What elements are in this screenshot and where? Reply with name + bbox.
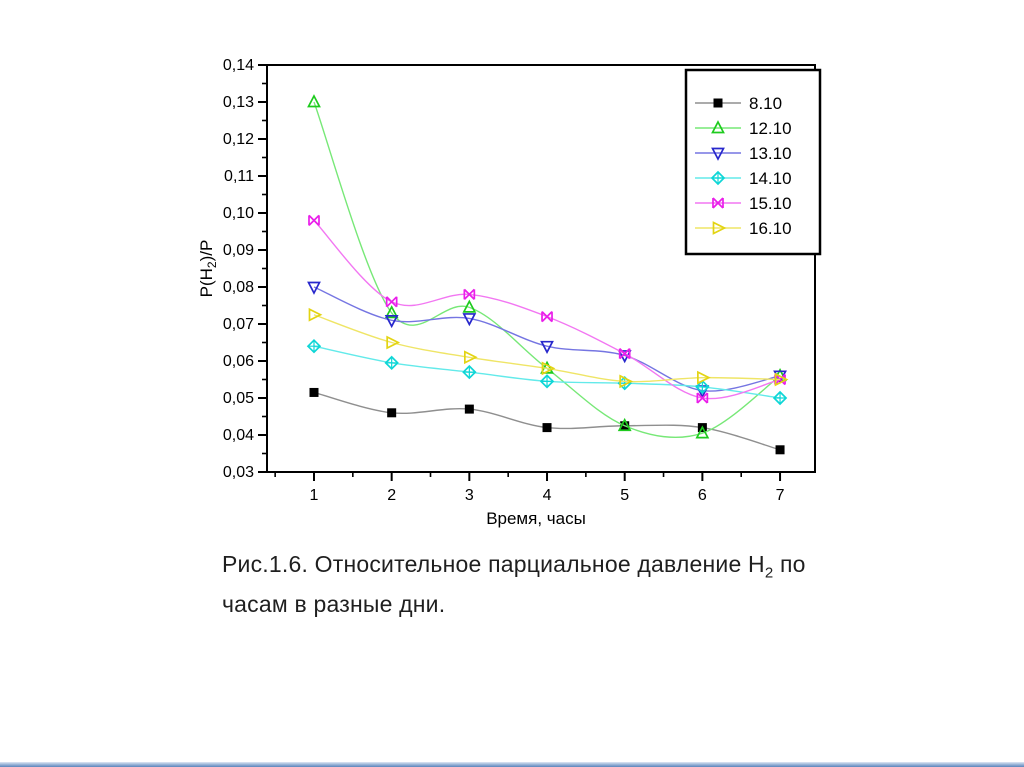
marker-diamond-cross xyxy=(541,375,554,388)
legend-label: 16.10 xyxy=(749,219,792,238)
series-14.10 xyxy=(306,338,788,406)
marker-diamond-cross xyxy=(696,380,709,393)
x-tick-label: 2 xyxy=(387,487,396,504)
marker-triangle-up xyxy=(711,120,725,134)
y-tick-label: 0,10 xyxy=(223,205,254,222)
legend-entry-16.10: 16.10 xyxy=(695,219,792,238)
marker-square xyxy=(542,423,552,433)
legend-label: 13.10 xyxy=(749,144,792,163)
marker-triangle-right xyxy=(619,374,634,389)
marker-square xyxy=(309,387,319,397)
marker-bowtie xyxy=(541,310,553,323)
legend-label: 14.10 xyxy=(749,169,792,188)
marker-bowtie xyxy=(618,347,631,360)
marker-triangle-right xyxy=(712,221,727,235)
marker-triangle-right xyxy=(386,335,401,350)
y-tick-label: 0,11 xyxy=(224,168,254,185)
marker-diamond-cross xyxy=(712,172,724,184)
legend-entry-15.10: 15.10 xyxy=(695,194,792,213)
y-tick-label: 0,14 xyxy=(223,57,254,74)
x-tick-label: 5 xyxy=(620,487,629,504)
marker-triangle-up xyxy=(695,425,710,439)
y-tick-label: 0,05 xyxy=(223,390,254,407)
series-16.10 xyxy=(308,307,789,389)
series-line xyxy=(313,391,781,451)
marker-bowtie xyxy=(463,288,476,301)
marker-triangle-up xyxy=(307,94,321,108)
marker-triangle-right xyxy=(541,361,556,376)
marker-diamond-cross xyxy=(385,356,398,369)
marker-triangle-down xyxy=(711,147,725,161)
x-tick-label: 4 xyxy=(543,487,552,504)
marker-triangle-up xyxy=(617,417,632,432)
legend-label: 8.10 xyxy=(749,94,782,113)
marker-triangle-up xyxy=(384,305,399,319)
marker-triangle-right xyxy=(774,372,789,387)
legend: 8.10 12.10 13.10 14.10 15.10 16.10 xyxy=(684,68,822,256)
marker-square xyxy=(387,408,397,418)
caption-line2-text: часам в разные дни. xyxy=(222,590,446,617)
x-tick-label: 1 xyxy=(310,487,319,504)
marker-triangle-down xyxy=(307,281,321,295)
series-line xyxy=(313,314,781,383)
marker-square xyxy=(464,404,474,414)
y-tick-label: 0,12 xyxy=(223,131,254,148)
y-tick-label: 0,08 xyxy=(223,279,254,296)
x-tick-label: 3 xyxy=(465,487,474,504)
y-tick-label: 0,06 xyxy=(223,353,254,370)
legend-entry-14.10: 14.10 xyxy=(695,169,792,188)
legend-entry-12.10: 12.10 xyxy=(695,119,792,138)
marker-triangle-down xyxy=(384,314,399,329)
line-chart-svg: 0,14 0,13 0,12 0,11 0,10 0,09 0,08 0,07 0,06 0,05… xyxy=(197,57,822,528)
marker-bowtie xyxy=(385,296,398,308)
legend-box xyxy=(684,68,822,256)
legend-entry-8.10: 8.10 xyxy=(695,94,782,113)
y-axis-title: P(H2)/P xyxy=(197,240,219,298)
marker-triangle-down xyxy=(462,313,477,327)
caption-line1-tail: по xyxy=(773,551,806,577)
y-tick-label: 0,09 xyxy=(223,242,254,259)
marker-triangle-right xyxy=(697,370,711,385)
marker-triangle-right xyxy=(308,307,323,322)
y-tick-label: 0,03 xyxy=(223,464,254,481)
caption-line1-text: Рис.1.6. Относительное парциальное давле… xyxy=(222,551,765,577)
marker-bowtie xyxy=(712,197,724,209)
x-axis-title: Время, часы xyxy=(486,509,586,528)
x-tick-label: 7 xyxy=(776,487,785,504)
marker-square xyxy=(775,445,785,455)
marker-diamond-cross xyxy=(307,340,320,353)
marker-bowtie xyxy=(308,214,320,227)
y-tick-label: 0,13 xyxy=(223,94,254,111)
marker-square xyxy=(713,98,723,108)
bottom-accent-bar xyxy=(0,762,1024,767)
marker-diamond-cross xyxy=(774,392,787,404)
legend-label: 12.10 xyxy=(749,119,792,138)
x-tick-label: 6 xyxy=(698,487,707,504)
marker-diamond-cross xyxy=(463,366,476,379)
marker-triangle-up xyxy=(462,299,477,313)
y-tick-label: 0,07 xyxy=(223,316,254,333)
legend-label: 15.10 xyxy=(749,194,792,213)
caption-subscript: 2 xyxy=(764,564,774,582)
figure-caption: Рис.1.6. Относительное парциальное давле… xyxy=(222,549,862,620)
marker-triangle-down xyxy=(540,340,554,355)
y-tick-label: 0,04 xyxy=(223,427,254,444)
legend-entry-13.10: 13.10 xyxy=(695,144,792,163)
marker-bowtie xyxy=(696,392,709,404)
marker-triangle-right xyxy=(463,350,478,365)
